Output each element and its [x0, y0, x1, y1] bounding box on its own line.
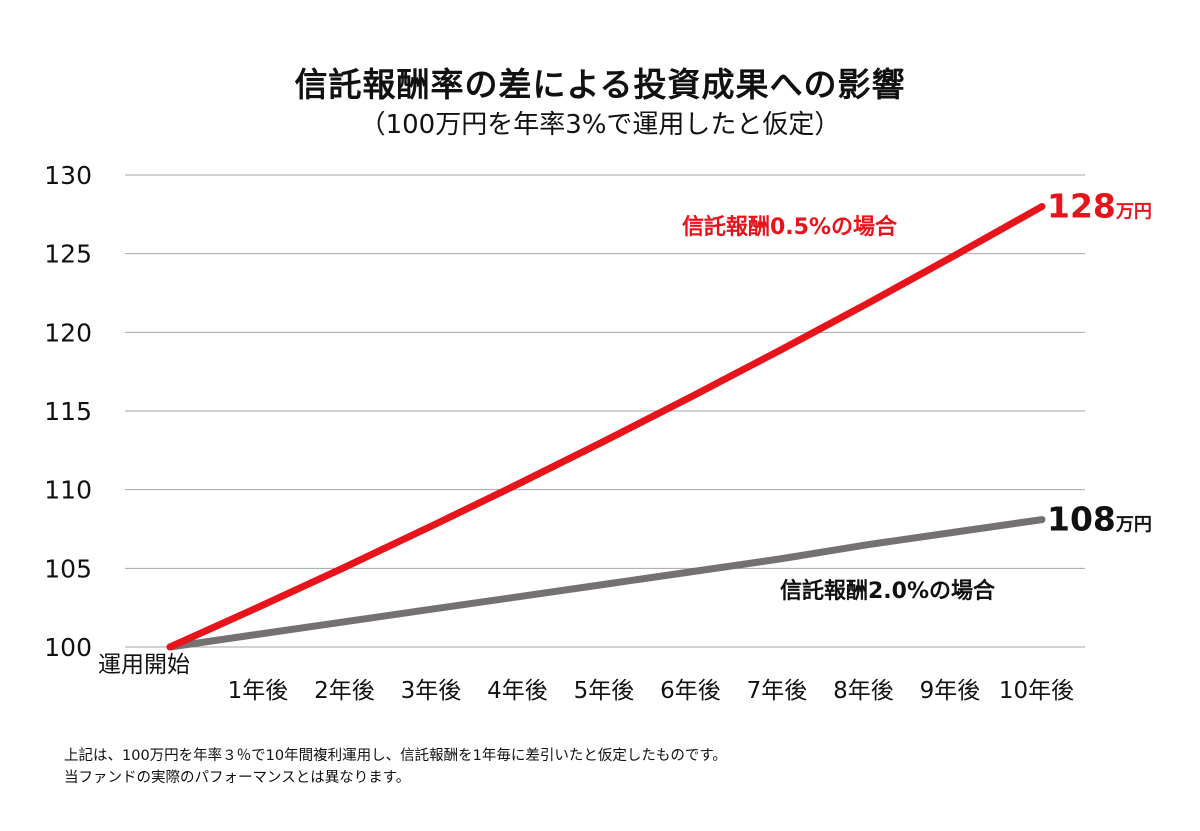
- x-tick-label-2: 2年後: [314, 678, 375, 704]
- gridlines: [125, 174, 1085, 648]
- x-tick-label-9: 9年後: [920, 678, 981, 704]
- x-tick-label-7: 7年後: [747, 678, 808, 704]
- x-tick-label-0: 運用開始: [98, 652, 190, 678]
- y-tick-label-130: 130: [44, 161, 92, 190]
- x-tick-label-8: 8年後: [833, 678, 894, 704]
- x-tick-label-5: 5年後: [574, 678, 635, 704]
- series-line-1: [166, 516, 1046, 651]
- series-name-label-1: 信託報酬2.0%の場合: [780, 578, 996, 604]
- footnote-line-1: 上記は、100万円を年率３％で10年間複利運用し、信託報酬を1年毎に差引いたと仮…: [64, 748, 727, 764]
- y-tick-label-115: 115: [44, 397, 92, 426]
- x-tick-label-3: 3年後: [401, 678, 462, 704]
- y-tick-label-120: 120: [44, 318, 92, 347]
- footnote: 上記は、100万円を年率３％で10年間複利運用し、信託報酬を1年毎に差引いたと仮…: [64, 745, 727, 789]
- series-end-label-0: 128万円: [1047, 186, 1152, 225]
- y-tick-label-110: 110: [44, 476, 92, 505]
- x-tick-label-4: 4年後: [487, 678, 548, 704]
- footnote-line-2: 当ファンドの実際のパフォーマンスとは異なります。: [64, 770, 411, 786]
- series-line-0: [166, 203, 1046, 651]
- chart-subtitle: （100万円を年率3%で運用したと仮定）: [359, 110, 841, 140]
- x-tick-label-1: 1年後: [228, 678, 289, 704]
- series-lines: [166, 203, 1046, 651]
- line-chart: 100 105 110 115 120 125 130 運用開始 1年後 2年後 3年後 4年後 5年…: [44, 161, 1152, 704]
- x-tick-label-10: 10年後: [999, 678, 1074, 704]
- y-tick-label-125: 125: [44, 240, 92, 269]
- chart-title: 信託報酬率の差による投資成果への影響: [294, 65, 906, 104]
- x-tick-label-6: 6年後: [660, 678, 721, 704]
- y-tick-label-105: 105: [44, 554, 92, 583]
- series-end-label-1: 108万円: [1047, 500, 1152, 539]
- y-axis: 100 105 110 115 120 125 130: [44, 161, 92, 662]
- x-axis: 運用開始 1年後 2年後 3年後 4年後 5年後 6年後 7年後 8年後 9年後 10年後: [98, 652, 1074, 704]
- series-name-label-0: 信託報酬0.5%の場合: [682, 214, 898, 240]
- y-tick-label-100: 100: [44, 633, 92, 662]
